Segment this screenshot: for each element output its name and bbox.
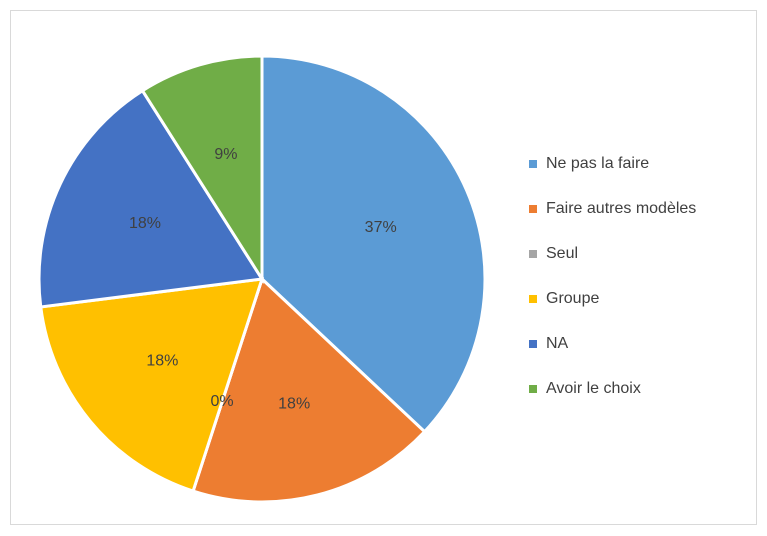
data-label: 9% [214, 146, 237, 163]
data-label: 18% [129, 215, 161, 232]
legend-label: Seul [546, 245, 578, 262]
legend-label: Avoir le choix [546, 380, 641, 397]
legend-swatch [529, 385, 537, 393]
legend-swatch [529, 205, 537, 213]
legend-label: Faire autres modèles [546, 200, 696, 217]
pie-slice [260, 54, 487, 434]
legend-label: NA [546, 335, 569, 352]
legend-label: Groupe [546, 290, 599, 307]
pie-slice [191, 276, 427, 504]
pie-slice [39, 277, 265, 493]
legend-swatch [529, 250, 537, 258]
pie-slice [140, 54, 264, 285]
legend-swatch [529, 160, 537, 168]
data-label: 18% [146, 353, 178, 370]
data-label: 37% [365, 219, 397, 236]
legend-swatch [529, 295, 537, 303]
legend-swatch [529, 340, 537, 348]
pie-slice [37, 88, 265, 309]
data-label: 18% [278, 395, 310, 412]
data-label: 0% [210, 393, 233, 410]
legend-label: Ne pas la faire [546, 155, 649, 172]
